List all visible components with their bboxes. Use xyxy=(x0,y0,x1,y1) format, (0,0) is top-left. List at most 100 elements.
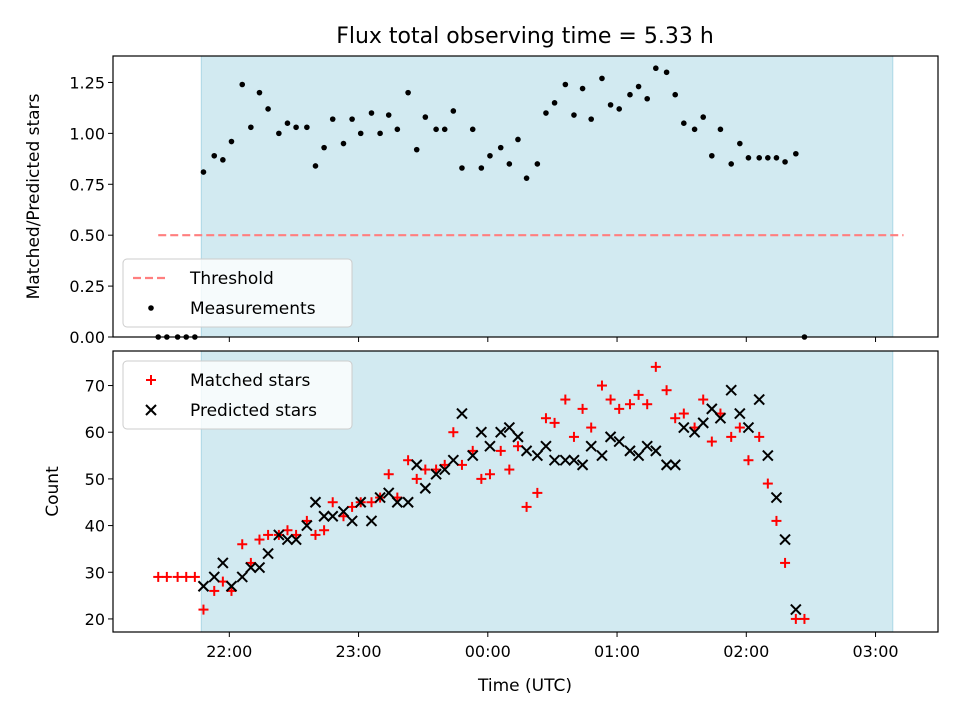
measurement-point xyxy=(745,155,752,161)
measurement-point xyxy=(691,126,698,133)
predicted-star-point xyxy=(419,482,432,494)
matched-star-point xyxy=(153,571,164,582)
measurement-point xyxy=(200,169,207,175)
matched-star-point xyxy=(504,464,515,475)
matched-star-point xyxy=(476,473,487,484)
predicted-star-point xyxy=(245,561,257,574)
predicted-star-point xyxy=(706,403,718,415)
matched-star-point xyxy=(633,389,644,400)
measurement-point xyxy=(377,130,383,137)
predicted-star-point xyxy=(624,445,636,457)
predicted-star-point xyxy=(225,580,238,592)
matched-star-point xyxy=(614,403,625,414)
x-tick-label: 01:00 xyxy=(594,642,640,661)
y-axis-label: Count xyxy=(43,466,63,517)
predicted-star-point xyxy=(391,496,404,508)
y-tick-label: 70 xyxy=(85,377,105,396)
measurement-point xyxy=(304,124,310,131)
matched-star-point xyxy=(254,534,265,545)
predicted-star-point xyxy=(512,431,524,443)
predicted-star-point xyxy=(467,449,479,462)
matched-star-point xyxy=(586,422,597,433)
panel-star-counts: 20 30 40 50 60 70 22:00 23:00 00:00 01:00 02:00 03:… xyxy=(43,350,939,661)
matched-star-point xyxy=(596,380,607,391)
measurement-point xyxy=(293,124,299,131)
predicted-star-point xyxy=(355,496,367,508)
matched-star-point xyxy=(161,571,172,582)
predicted-star-point xyxy=(484,440,496,452)
legend-label: Predicted stars xyxy=(190,401,317,421)
measurement-point xyxy=(340,140,347,147)
y-tick-label: 30 xyxy=(85,563,105,582)
matched-star-point xyxy=(568,431,579,442)
y-axis-label: Matched/Predicted stars xyxy=(24,93,44,299)
matched-star-point xyxy=(762,478,773,489)
matched-star-point xyxy=(661,385,672,396)
axes-frame xyxy=(112,55,939,338)
measurement-point xyxy=(478,165,485,171)
predicted-star-point xyxy=(365,515,378,527)
predicted-star-point xyxy=(531,449,544,462)
measurement-point xyxy=(312,163,319,169)
predicted-star-point xyxy=(742,421,755,434)
matched-star-point xyxy=(605,394,616,405)
matched-star-point xyxy=(799,613,810,624)
measurement-point xyxy=(551,100,558,106)
matched-star-point xyxy=(780,557,791,568)
matched-star-point xyxy=(771,515,782,526)
measurement-point xyxy=(579,85,586,92)
predicted-star-point xyxy=(262,547,274,560)
matched-star-point xyxy=(642,399,653,410)
predicted-star-point xyxy=(548,454,561,466)
matched-star-point xyxy=(577,403,588,414)
predicted-star-point xyxy=(714,412,727,424)
measurement-point xyxy=(256,89,263,96)
predicted-star-point xyxy=(217,557,229,569)
matched-star-point xyxy=(327,497,338,508)
predicted-star-point xyxy=(447,454,460,466)
measurement-point xyxy=(506,161,513,167)
predicted-star-point xyxy=(669,459,681,471)
measurement-point xyxy=(385,112,392,118)
predicted-star-point xyxy=(520,445,533,457)
measurement-point xyxy=(497,144,504,151)
legend-matched-swatch xyxy=(146,375,156,385)
predicted-star-point xyxy=(734,407,746,420)
predicted-star-point xyxy=(475,426,488,438)
measurement-point xyxy=(599,75,605,82)
predicted-star-point xyxy=(337,505,350,518)
measurement-point xyxy=(644,95,651,102)
legend-measurement-swatch xyxy=(148,305,154,311)
predicted-star-point xyxy=(790,603,802,616)
legend: Matched stars Predicted stars xyxy=(122,360,353,430)
y-tick-label: 20 xyxy=(85,610,105,629)
measurement-point xyxy=(321,144,327,151)
measurement-point xyxy=(737,140,743,147)
measurement-point xyxy=(329,116,336,122)
legend-label: Threshold xyxy=(189,269,274,289)
predicted-star-point xyxy=(632,449,645,462)
panel-measurements: 0.00 0.25 0.50 0.75 1.00 1.25 Matched/Predicte… xyxy=(24,55,939,347)
x-tick-label: 23:00 xyxy=(336,642,382,661)
y-tick-label: 0.75 xyxy=(69,175,105,194)
axes-frame xyxy=(112,350,939,633)
matched-star-point xyxy=(560,394,571,405)
legend-box xyxy=(122,360,353,430)
predicted-star-point xyxy=(402,496,414,508)
legend: Threshold Measurements xyxy=(122,258,353,328)
matched-star-point xyxy=(754,431,765,442)
measurement-point xyxy=(672,91,679,98)
predicted-star-point xyxy=(495,426,507,438)
predicted-star-point xyxy=(779,533,791,546)
predicted-star-point xyxy=(309,496,322,508)
matched-star-point xyxy=(448,427,459,438)
predicted-star-point xyxy=(290,533,302,546)
matched-star-point xyxy=(411,473,422,484)
matched-star-point xyxy=(172,571,183,582)
measurement-point xyxy=(220,157,226,163)
measurement-point xyxy=(717,126,724,133)
predicted-star-point xyxy=(439,463,451,476)
legend-predicted-swatch xyxy=(145,404,157,416)
predicted-star-point xyxy=(383,487,395,499)
